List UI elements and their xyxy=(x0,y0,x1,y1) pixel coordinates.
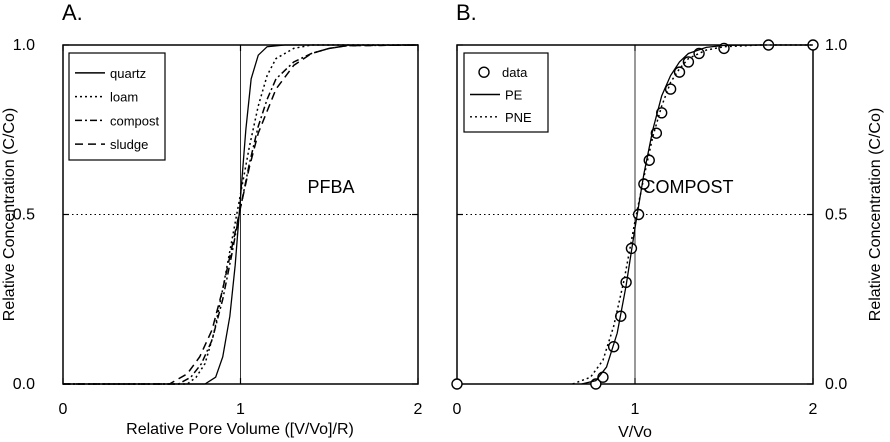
x-tick-label: 0 xyxy=(453,401,462,418)
legend-item-quartz: quartz xyxy=(75,66,146,81)
x-tick-label: 2 xyxy=(414,401,423,418)
legend-marker xyxy=(478,66,490,78)
y-axis-label: Relative Concentration (C/Co) xyxy=(1,108,18,321)
legend-item-data: data xyxy=(478,65,528,80)
legend-item-pe: PE xyxy=(470,88,523,103)
series-line xyxy=(63,44,418,385)
legend: data PE PNE xyxy=(463,52,549,133)
series-pne xyxy=(572,44,813,385)
data-point xyxy=(664,83,677,95)
series-line xyxy=(63,44,419,385)
y-tick-label: 0.0 xyxy=(13,376,35,393)
legend-label: PE xyxy=(505,88,523,103)
x-tick-label: 2 xyxy=(809,401,818,418)
x-tick-label: 1 xyxy=(631,401,640,418)
data-point xyxy=(638,178,650,190)
y-tick-label: 0.0 xyxy=(825,376,847,393)
legend-label: quartz xyxy=(110,66,146,81)
x-axis-label: V/Vo xyxy=(618,424,652,441)
series-line xyxy=(581,44,813,385)
panel-a: 0 1 2 0.0 0.5 1.0 A. Relative Pore Volume ([V/V… xyxy=(1,0,423,438)
y-tick-label: 1.0 xyxy=(13,37,35,54)
data-point xyxy=(597,371,609,383)
panel-letter: B. xyxy=(456,0,477,25)
y-axis-label: Relative Concentration (C/Co) xyxy=(867,108,884,321)
y-tick-label: 1.0 xyxy=(825,37,847,54)
panel-annotation: COMPOST xyxy=(642,177,733,197)
legend-item-compost: compost xyxy=(75,113,160,128)
series-pe xyxy=(581,44,813,385)
x-axis-label: Relative Pore Volume ([V/Vo]/R) xyxy=(126,421,354,438)
legend: quartz loam compost sludge xyxy=(68,52,166,161)
panel-b: 0 1 2 0.0 0.5 1.0 B. V/Vo Relative Concentration… xyxy=(451,0,884,441)
series-quartz xyxy=(63,44,418,385)
data-point xyxy=(673,66,686,78)
x-tick-label: 1 xyxy=(236,401,245,418)
series-line xyxy=(63,44,419,385)
legend-label: loam xyxy=(110,90,138,105)
legend-label: data xyxy=(502,65,528,80)
legend-item-pne: PNE xyxy=(470,110,532,125)
series-sludge xyxy=(63,44,419,385)
series-loam xyxy=(63,44,418,385)
series-compost xyxy=(63,44,419,385)
legend-box xyxy=(463,52,549,133)
legend-box xyxy=(68,52,166,161)
series-line xyxy=(572,44,813,385)
legend-item-loam: loam xyxy=(75,90,138,105)
x-tick-label: 0 xyxy=(59,401,68,418)
y-tick-label: 0.5 xyxy=(13,207,35,224)
series-line xyxy=(63,44,418,385)
legend-label: PNE xyxy=(505,110,532,125)
panel-annotation: PFBA xyxy=(307,177,354,197)
data-point xyxy=(682,56,695,68)
legend-item-sludge: sludge xyxy=(75,137,148,152)
panel-letter: A. xyxy=(62,0,83,25)
data-point xyxy=(451,378,463,390)
legend-label: sludge xyxy=(110,137,148,152)
data-point xyxy=(607,341,620,353)
y-tick-label: 0.5 xyxy=(825,207,847,224)
legend-label: compost xyxy=(110,113,160,128)
